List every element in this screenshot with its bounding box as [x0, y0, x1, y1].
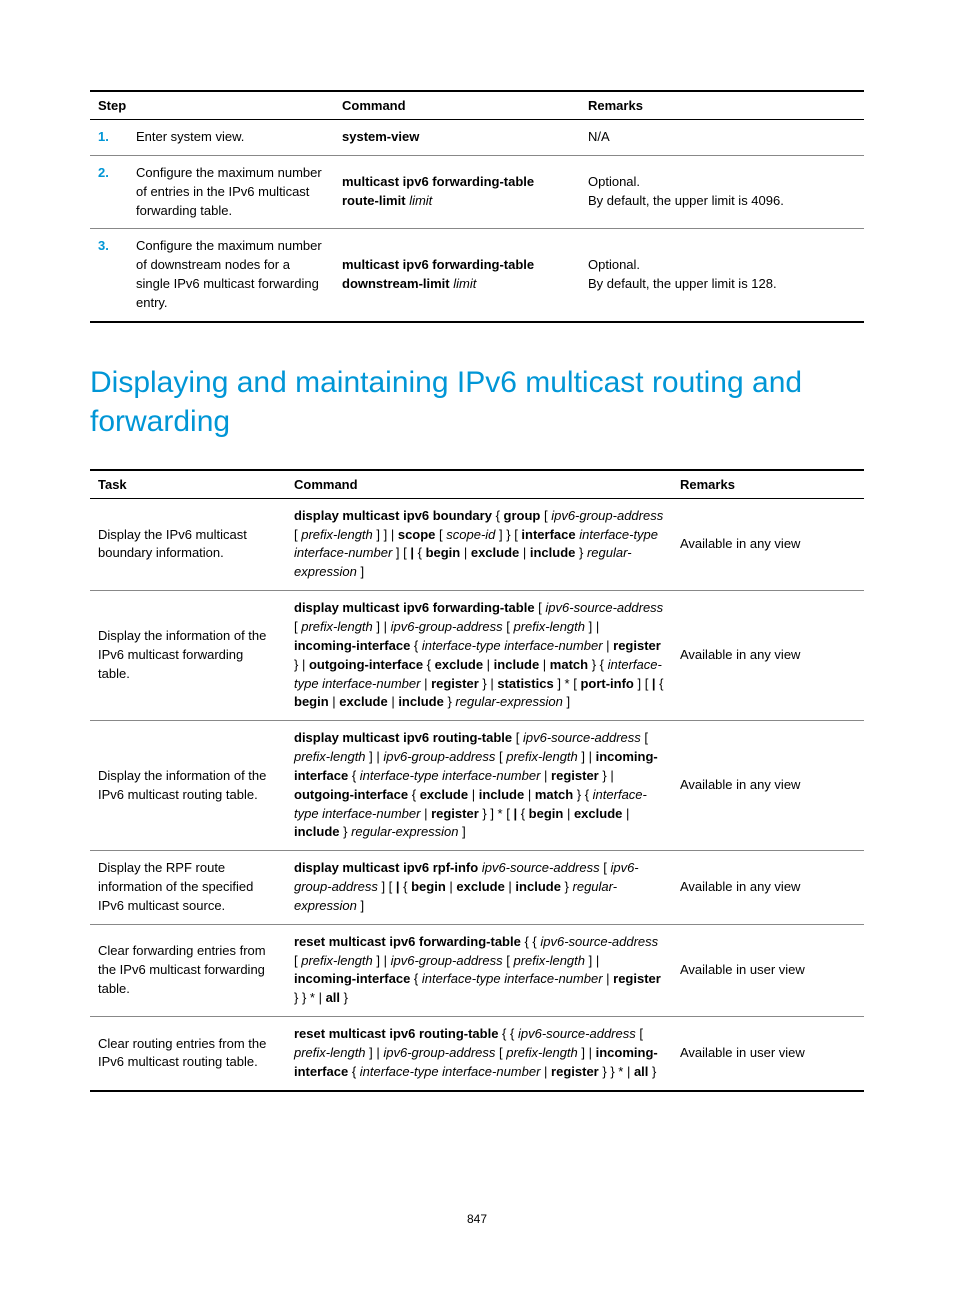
page-number: 847	[90, 1212, 864, 1226]
task-command: display multicast ipv6 forwarding-table …	[286, 591, 672, 721]
tasks-table: Task Command Remarks Display the IPv6 mu…	[90, 469, 864, 1092]
task-remarks: Available in any view	[672, 498, 864, 590]
table-row: Clear forwarding entries from the IPv6 m…	[90, 924, 864, 1016]
table-row: Display the information of the IPv6 mult…	[90, 591, 864, 721]
table-row: Display the RPF route information of the…	[90, 851, 864, 925]
step-remarks: Optional.By default, the upper limit is …	[580, 229, 864, 322]
header-remarks: Remarks	[672, 470, 864, 499]
header-step: Step	[90, 91, 334, 120]
table-row: 3.Configure the maximum number of downst…	[90, 229, 864, 322]
task-remarks: Available in user view	[672, 924, 864, 1016]
task-remarks: Available in any view	[672, 851, 864, 925]
step-command: system-view	[334, 120, 580, 156]
step-command: multicast ipv6 forwarding-table downstre…	[334, 229, 580, 322]
step-remarks: Optional.By default, the upper limit is …	[580, 155, 864, 229]
step-remarks: N/A	[580, 120, 864, 156]
header-remarks: Remarks	[580, 91, 864, 120]
task-command: display multicast ipv6 rpf-info ipv6-sou…	[286, 851, 672, 925]
step-number: 3.	[90, 229, 128, 322]
task-description: Clear forwarding entries from the IPv6 m…	[90, 924, 286, 1016]
task-description: Display the IPv6 multicast boundary info…	[90, 498, 286, 590]
table-row: Display the IPv6 multicast boundary info…	[90, 498, 864, 590]
header-command: Command	[334, 91, 580, 120]
table-row: Clear routing entries from the IPv6 mult…	[90, 1017, 864, 1091]
task-remarks: Available in any view	[672, 591, 864, 721]
step-number: 1.	[90, 120, 128, 156]
step-command: multicast ipv6 forwarding-table route-li…	[334, 155, 580, 229]
task-command: display multicast ipv6 routing-table [ i…	[286, 721, 672, 851]
task-description: Clear routing entries from the IPv6 mult…	[90, 1017, 286, 1091]
task-description: Display the information of the IPv6 mult…	[90, 591, 286, 721]
task-remarks: Available in any view	[672, 721, 864, 851]
table-row: 1.Enter system view.system-viewN/A	[90, 120, 864, 156]
section-heading: Displaying and maintaining IPv6 multicas…	[90, 363, 864, 441]
header-task: Task	[90, 470, 286, 499]
step-number: 2.	[90, 155, 128, 229]
header-command: Command	[286, 470, 672, 499]
task-description: Display the information of the IPv6 mult…	[90, 721, 286, 851]
table-row: Display the information of the IPv6 mult…	[90, 721, 864, 851]
task-description: Display the RPF route information of the…	[90, 851, 286, 925]
step-description: Configure the maximum number of downstre…	[128, 229, 334, 322]
table-row: 2.Configure the maximum number of entrie…	[90, 155, 864, 229]
steps-table: Step Command Remarks 1.Enter system view…	[90, 90, 864, 323]
step-description: Enter system view.	[128, 120, 334, 156]
task-command: reset multicast ipv6 routing-table { { i…	[286, 1017, 672, 1091]
task-remarks: Available in user view	[672, 1017, 864, 1091]
task-command: reset multicast ipv6 forwarding-table { …	[286, 924, 672, 1016]
step-description: Configure the maximum number of entries …	[128, 155, 334, 229]
task-command: display multicast ipv6 boundary { group …	[286, 498, 672, 590]
